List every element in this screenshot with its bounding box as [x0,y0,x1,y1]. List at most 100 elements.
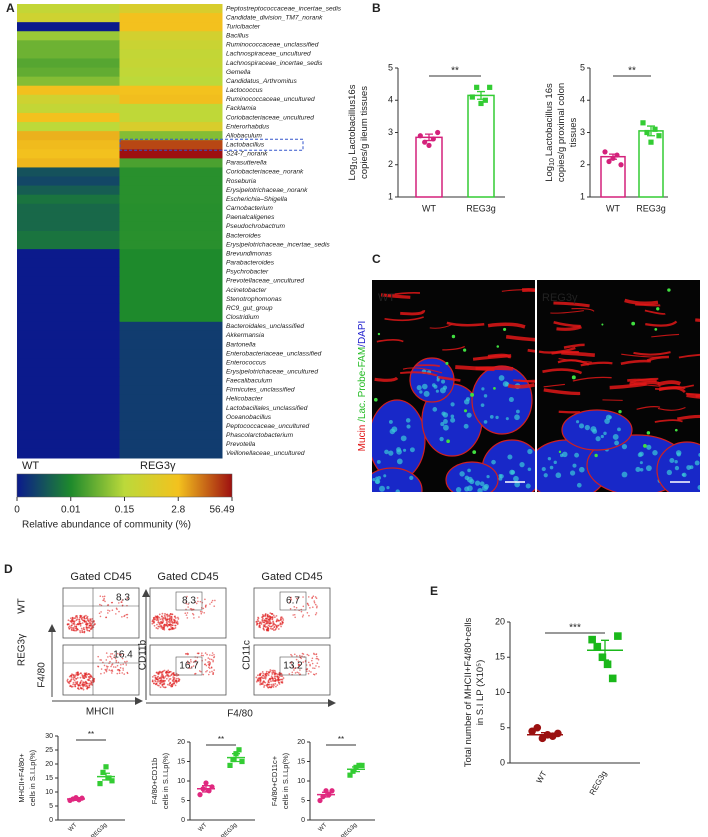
gate [175,591,203,611]
flow-y-label: F4/80 [37,662,48,688]
data-point [648,139,654,145]
heatmap-cell [119,367,223,377]
flow-event [118,669,121,671]
y-label-text: copies/g proximal colon [556,83,567,182]
flow-event [260,621,263,624]
flow-event [212,660,214,663]
row-label: Roseburia [226,178,256,185]
flow-event [188,667,190,669]
probe [571,375,576,380]
heatmap-cell [17,194,120,205]
flow-event [276,673,279,676]
flow-event [269,669,272,671]
flow-event [82,681,84,683]
flow-event [87,686,90,689]
nucleus [409,475,414,480]
flow-event [71,685,74,688]
nucleus [386,486,390,490]
row-label: Paenalcaligenes [226,214,275,221]
mucin [542,368,583,375]
flow-event [125,664,128,666]
flow-event [200,670,202,673]
nucleus [402,448,407,452]
flow-event [105,670,108,673]
nucleus [467,468,471,473]
flow-event [66,678,69,681]
row-label: Prevotella [226,441,256,448]
flow-event [211,599,214,602]
row-label: Candidatus_Arthromitus [226,78,297,85]
heatmap-cell [119,212,223,223]
heatmap-cell [17,67,120,78]
gate-value: 8.3 [182,596,196,607]
nucleus [386,492,391,497]
flow-event [281,675,284,677]
flow-event [122,669,125,671]
flow-event [292,614,294,616]
y-tick-label: 20 [297,739,305,746]
flow-event [207,657,210,659]
panel-label: A [6,1,15,15]
y-tick-label: 20 [177,739,185,746]
nucleus [466,476,473,483]
mucin [645,320,678,327]
heatmap-cell [17,430,120,441]
flow-event [105,659,108,661]
data-point [598,653,607,662]
flow-event [69,685,71,688]
heatmap-cell [17,22,120,32]
flow-event [187,606,189,608]
flow-event [299,669,301,671]
nucleus [498,375,505,381]
flow-event [308,670,311,672]
flow-event [176,620,179,623]
heatmap-cell [17,103,120,114]
flow-event [273,675,276,678]
flow-event [76,677,79,679]
micrograph-label: REG3γ [542,292,578,304]
flow-event [81,622,84,624]
y-axis-label: MHCII+F4/80+ [17,753,26,803]
flow-event [153,621,155,623]
panel-label: C [372,252,381,266]
data-point [603,660,612,669]
flow-event [74,627,77,630]
flow-event [267,681,270,684]
flow-event [193,617,195,619]
nucleus [592,428,598,434]
flow-event [277,619,280,622]
flow-event [163,623,166,626]
flow-event [87,620,90,623]
flow-event [172,673,175,676]
mucin [446,321,485,327]
nucleus [384,449,389,455]
flow-event [160,624,162,627]
nucleus [433,384,438,389]
nucleus [513,475,519,482]
flow-event [72,673,75,676]
mucin [380,293,411,299]
flow-event [103,599,105,601]
nucleus [645,465,652,472]
flow-event [171,613,173,616]
y-tick-label: 3 [580,127,585,137]
flow-event [81,629,84,632]
nucleus [572,463,577,468]
flow-event [268,677,271,680]
heatmap-cell [17,294,120,305]
flow-event [186,612,189,614]
flow-event [201,611,203,613]
flow-event [274,677,276,680]
flow-event [81,674,84,676]
flow-event [205,604,207,606]
heatmap-cell [17,267,120,277]
nucleus [510,470,516,475]
flow-event [174,615,176,618]
data-point [347,772,353,778]
flow-event [124,660,126,663]
flow-event [289,601,291,604]
nucleus [514,414,520,421]
mucin [507,383,535,389]
flow-event [81,631,84,633]
heatmap-cell [119,439,223,450]
